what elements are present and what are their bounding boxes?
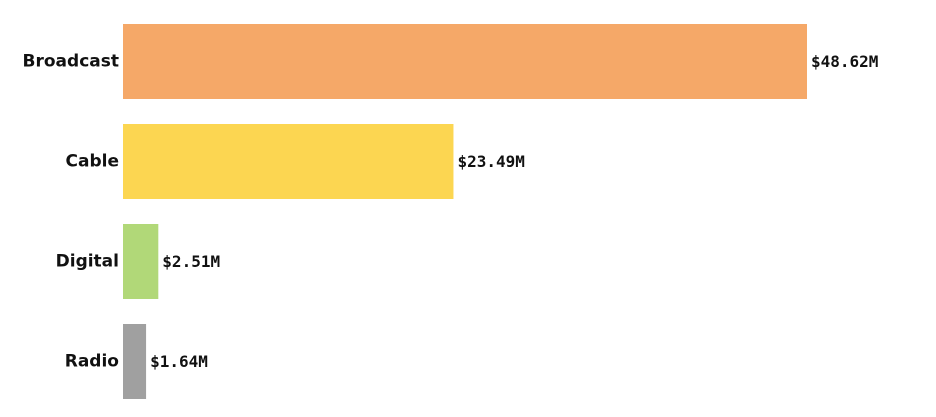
value-label-cable: $23.49M [457, 152, 524, 171]
bar-broadcast [123, 24, 807, 99]
bars-layer [123, 24, 807, 399]
bar-digital [123, 224, 159, 299]
category-label-broadcast: Broadcast [23, 52, 119, 72]
labels-layer: Broadcast $48.62M Cable $23.49M Digital $2.51… [23, 52, 879, 372]
category-label-radio: Radio [65, 352, 119, 372]
category-label-digital: Digital [56, 252, 119, 272]
value-label-digital: $2.51M [162, 252, 220, 271]
category-label-cable: Cable [66, 152, 119, 172]
value-label-radio: $1.64M [150, 352, 208, 371]
value-label-broadcast: $48.62M [811, 52, 878, 71]
bar-radio [123, 324, 147, 399]
bar-cable [123, 124, 454, 199]
